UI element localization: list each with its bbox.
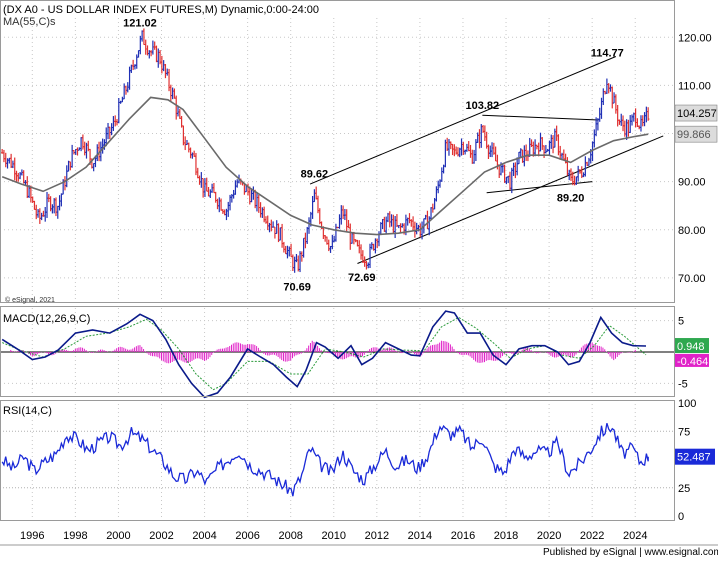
x-tick-label: 2018: [494, 530, 518, 542]
macd-value-label: 0.948: [677, 341, 705, 353]
rsi-value-label: 52.487: [677, 452, 711, 464]
rsi-y-tick-label: 25: [678, 483, 690, 495]
x-tick-label: 2016: [451, 530, 475, 542]
x-tick-label: 2010: [322, 530, 346, 542]
signal-value-label: -0.464: [677, 356, 708, 368]
price-y-tick-label: 120.00: [678, 32, 712, 44]
panel-border: [0, 306, 675, 397]
chart-title: (DX A0 - US DOLLAR INDEX FUTURES,M) Dyna…: [3, 4, 319, 16]
macd-title: MACD(12,26,9,C): [3, 313, 90, 325]
price-annotation: 121.02: [123, 17, 157, 29]
last-price-label: 104.257: [677, 108, 717, 120]
x-axis: 1996 1998 2000 2002 2004 2006 2008 2010 2012 2014…: [20, 530, 647, 542]
price-y-tick-label: 70.00: [678, 273, 706, 285]
chart-labels: (DX A0 - US DOLLAR INDEX FUTURES,M) Dyna…: [3, 4, 718, 558]
macd-panel: 5 -5 0.948 -0.464: [0, 310, 709, 399]
price-annotation: 89.62: [301, 169, 329, 181]
rsi-line: [1, 423, 649, 497]
trendline: [482, 114, 599, 121]
ma-indicator-label: MA(55,C)s: [3, 16, 56, 28]
copyright-label: © eSignal, 2021: [5, 296, 55, 304]
price-annotation: 103.82: [466, 100, 500, 112]
price-annotation: 114.77: [591, 47, 624, 59]
ma55-line: [1, 96, 649, 236]
rsi-title: RSI(14,C): [3, 405, 52, 417]
footer-credit: Published by eSignal | www.esignal.com: [543, 547, 718, 558]
panel-border: [0, 0, 675, 303]
trendline: [309, 56, 617, 185]
rsi-value-box: [675, 448, 715, 465]
macd-line: [1, 310, 647, 399]
x-tick-label: 2006: [235, 530, 259, 542]
price-y-tick-label: 90.00: [678, 177, 706, 189]
macd-value-box: [675, 338, 709, 354]
macd-y-tick-label: -5: [678, 378, 688, 390]
price-annotation: 72.69: [348, 272, 376, 284]
signal-value-box: [675, 353, 709, 367]
price-y-tick-label: 110.00: [678, 80, 711, 92]
x-tick-label: 2022: [580, 530, 604, 542]
x-tick-label: 2004: [192, 530, 216, 542]
trendline: [357, 135, 664, 264]
x-tick-label: 2014: [408, 530, 432, 542]
rsi-panel: 100755025052.487: [0, 398, 715, 523]
macd-y-tick-label: 5: [678, 316, 684, 328]
x-tick-label: 1998: [63, 530, 87, 542]
rsi-y-tick-label: 0: [678, 511, 684, 523]
x-tick-label: 2012: [365, 530, 389, 542]
panel-border: [0, 400, 675, 521]
panel-frames: [0, 0, 718, 546]
price-annotation: 70.69: [283, 282, 311, 294]
x-tick-label: 2000: [106, 530, 130, 542]
x-tick-label: 2020: [537, 530, 561, 542]
x-tick-label: 2008: [278, 530, 302, 542]
x-tick-label: 2002: [149, 530, 173, 542]
x-tick-label: 2024: [623, 530, 647, 542]
ma-value-label: 99.866: [677, 129, 711, 141]
rsi-y-tick-label: 75: [678, 426, 690, 438]
price-y-tick-label: 80.00: [678, 225, 706, 237]
price-annotation: 89.20: [557, 193, 585, 205]
x-tick-label: 1996: [20, 530, 44, 542]
rsi-y-tick-label: 100: [678, 398, 696, 410]
